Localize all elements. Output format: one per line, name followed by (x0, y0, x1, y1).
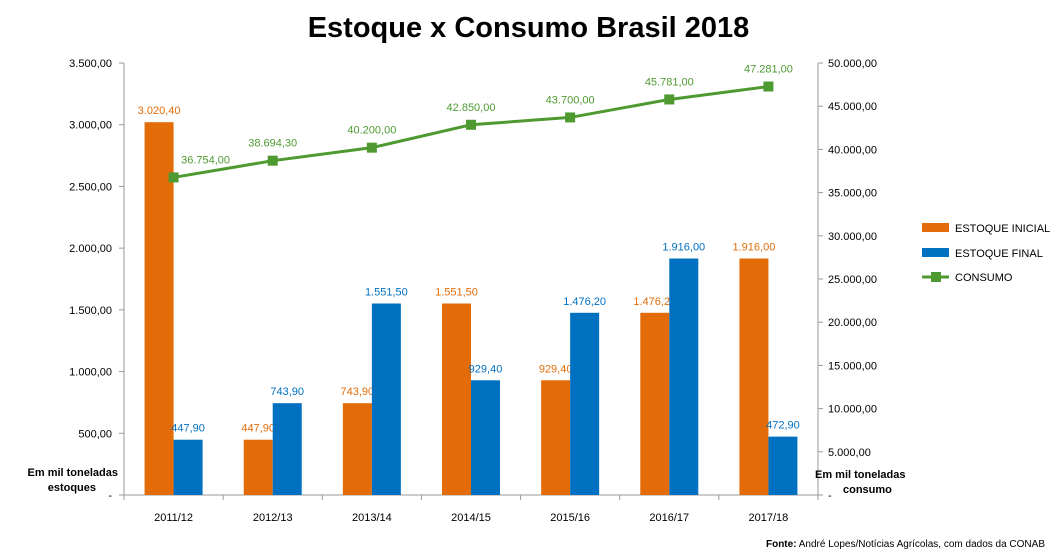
bar-estoque-inicial-label: 929,40 (539, 363, 573, 375)
left-tick-label: 2.500,00 (69, 181, 112, 193)
consumo-label: 38.694,30 (248, 138, 297, 150)
source-text: André Lopes/Notícias Agrícolas, com dado… (796, 539, 1045, 550)
x-tick-label: 2017/18 (749, 512, 789, 524)
bar-estoque-final-label: 929,40 (469, 363, 503, 375)
bar-estoque-final (371, 303, 401, 495)
bar-estoque-inicial-label: 1.476,20 (633, 296, 676, 308)
bar-estoque-inicial-label: 3.020,40 (138, 105, 181, 117)
left-tick-label: 2.000,00 (69, 243, 112, 255)
legend-swatch-estoque-final (922, 248, 949, 257)
right-axis-unit-line2: consumo (843, 484, 892, 496)
bar-estoque-final-label: 472,90 (766, 420, 800, 432)
right-tick-label: 50.000,00 (828, 58, 877, 70)
right-tick-label: - (828, 490, 832, 502)
bar-estoque-inicial (541, 380, 571, 495)
legend-label: CONSUMO (955, 272, 1013, 284)
bar-estoque-inicial-label: 1.916,00 (733, 242, 776, 254)
bar-estoque-inicial (442, 303, 471, 495)
x-tick-label: 2016/17 (649, 512, 689, 524)
bar-estoque-inicial (243, 439, 273, 495)
consumo-marker (565, 112, 576, 123)
bar-estoque-final-label: 1.476,20 (563, 296, 606, 308)
left-tick-label: 1.000,00 (69, 367, 112, 379)
right-tick-label: 15.000,00 (828, 360, 877, 372)
left-tick-label: 3.000,00 (69, 120, 112, 132)
bar-estoque-final-label: 447,90 (171, 423, 205, 435)
left-tick-label: 1.500,00 (69, 305, 112, 317)
right-tick-label: 5.000,00 (828, 447, 871, 459)
legend-label: ESTOQUE INICIAL (955, 223, 1050, 235)
right-tick-label: 35.000,00 (828, 188, 877, 200)
bar-estoque-final-label: 743,90 (270, 386, 304, 398)
left-tick-label: 500,00 (78, 428, 112, 440)
consumo-label: 43.700,00 (546, 94, 595, 106)
bar-estoque-final (173, 439, 203, 495)
consumo-marker (664, 94, 675, 105)
consumo-line (173, 85, 769, 179)
right-tick-label: 20.000,00 (828, 317, 877, 329)
bar-estoque-final (272, 403, 302, 495)
bar-estoque-final-label: 1.551,50 (365, 287, 408, 299)
source-note: Fonte: André Lopes/Notícias Agrícolas, c… (766, 539, 1045, 550)
consumo-marker (366, 142, 377, 153)
x-tick-label: 2014/15 (451, 512, 491, 524)
right-axis-unit-line1: Em mil toneladas (815, 469, 906, 481)
bar-estoque-final (669, 258, 699, 495)
bar-estoque-final (768, 436, 798, 495)
x-tick-label: 2013/14 (352, 512, 392, 524)
bar-estoque-final (570, 312, 600, 495)
bar-estoque-final-label: 1.916,00 (662, 242, 705, 254)
chart-title: Estoque x Consumo Brasil 2018 (307, 12, 750, 44)
consumo-label: 47.281,00 (744, 63, 793, 75)
right-tick-label: 10.000,00 (828, 404, 877, 416)
legend-label: ESTOQUE FINAL (955, 248, 1043, 260)
bar-estoque-inicial (144, 122, 174, 495)
consumo-label: 42.850,00 (447, 102, 496, 114)
bar-estoque-inicial-label: 743,90 (341, 386, 375, 398)
left-axis-unit-line2: estoques (47, 482, 96, 494)
left-axis-unit-label: Em mil toneladas estoques (10, 466, 118, 496)
consumo-marker (466, 119, 476, 130)
left-axis-unit-line1: Em mil toneladas (27, 467, 118, 479)
consumo-label: 40.200,00 (347, 125, 396, 137)
consumo-marker (168, 172, 179, 183)
right-tick-label: 25.000,00 (828, 274, 877, 286)
x-tick-label: 2011/12 (154, 512, 193, 524)
consumo-marker (267, 155, 278, 166)
right-tick-label: 40.000,00 (828, 144, 877, 156)
left-tick-label: - (108, 490, 112, 502)
bar-estoque-final (471, 380, 500, 495)
source-prefix: Fonte: (765, 539, 797, 550)
left-tick-label: 3.500,00 (69, 58, 112, 70)
x-tick-label: 2012/13 (253, 512, 293, 524)
legend-marker-consumo (931, 272, 941, 282)
right-axis-unit-label: Em mil toneladas consumo (815, 468, 923, 498)
consumo-marker (763, 81, 774, 92)
bar-estoque-inicial-label: 1.551,50 (435, 287, 478, 299)
bar-estoque-inicial-label: 447,90 (241, 423, 275, 435)
consumo-label: 36.754,00 (181, 154, 230, 166)
right-tick-label: 45.000,00 (828, 101, 877, 113)
legend-swatch-estoque-inicial (922, 223, 949, 232)
consumo-label: 45.781,00 (645, 76, 694, 88)
right-tick-label: 30.000,00 (828, 231, 877, 243)
bar-estoque-inicial (640, 312, 670, 495)
bar-estoque-inicial (739, 258, 769, 495)
x-tick-label: 2015/16 (550, 512, 590, 524)
bar-estoque-inicial (342, 403, 372, 495)
